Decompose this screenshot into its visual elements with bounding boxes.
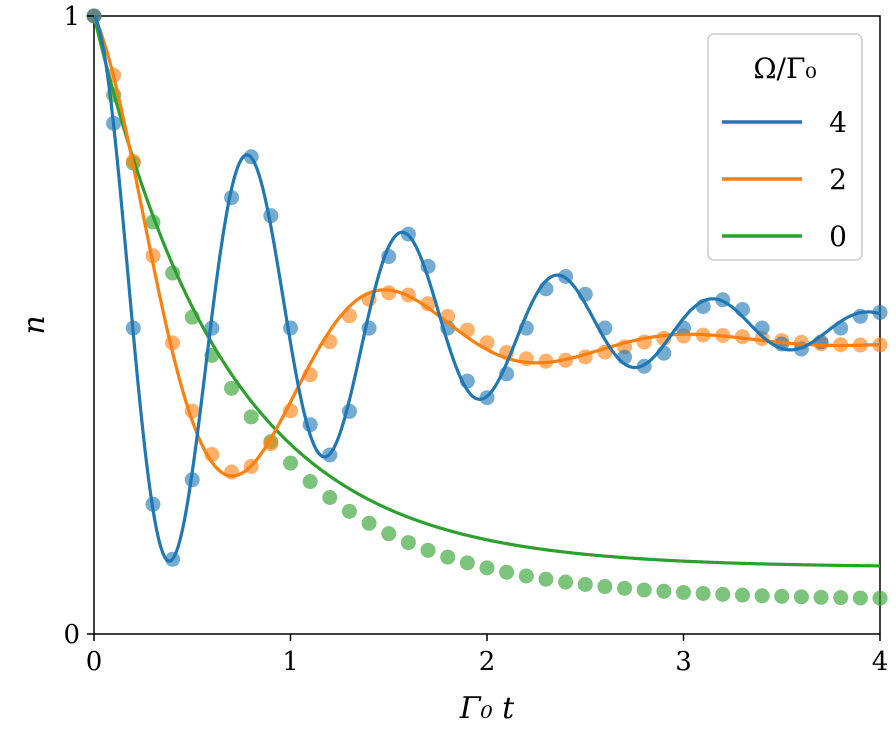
series-2-point: [420, 296, 436, 312]
series-2-line: [92, 15, 881, 478]
y-axis-label: n: [17, 315, 52, 334]
series-0-point: [734, 587, 750, 603]
series-0-line: [92, 15, 881, 568]
legend-label-0: 0: [829, 220, 847, 253]
series-0-point: [833, 590, 849, 606]
series-0-point: [617, 580, 633, 596]
series-0-point: [341, 503, 357, 519]
series-0-point: [715, 586, 731, 602]
series-0-point: [538, 571, 554, 587]
series-0-point: [813, 589, 829, 605]
series-0-point: [283, 455, 298, 471]
series-0-point: [479, 560, 495, 576]
legend: Ω/Γ₀ 4 2 0: [707, 33, 863, 261]
series-0-point: [400, 535, 416, 551]
series-0-point: [754, 588, 770, 604]
series-0-point: [459, 555, 475, 571]
series-0-point: [636, 582, 652, 598]
line-layer: [92, 15, 881, 568]
plot-area: [86, 8, 888, 635]
x-axis-ticks: 0 1 2 3 4: [86, 634, 889, 677]
legend-title: Ω/Γ₀: [753, 52, 816, 85]
series-0-point: [322, 490, 338, 505]
series-0-point: [695, 585, 711, 601]
series-0-point: [224, 380, 240, 396]
series-0-point: [361, 515, 377, 531]
series-0-point: [499, 564, 515, 580]
series-0-point: [243, 409, 259, 425]
series-0-point: [774, 588, 790, 604]
y-tick-label: 0: [63, 620, 80, 650]
series-0-point: [558, 574, 574, 590]
series-2-point: [381, 285, 397, 301]
x-tick-label: 0: [86, 647, 103, 677]
series-0-point: [852, 590, 868, 606]
series-0-point: [597, 579, 613, 595]
legend-label-4: 4: [829, 106, 847, 139]
x-tick-label: 3: [675, 647, 692, 677]
y-axis-ticks: 01: [63, 2, 94, 650]
x-axis-label: Γ₀ t: [459, 691, 515, 726]
legend-box: [707, 33, 863, 261]
y-tick-label: 1: [63, 2, 80, 32]
series-0-point: [872, 590, 888, 606]
series-0-point: [440, 549, 456, 565]
series-0-point: [518, 568, 534, 584]
x-tick-label: 1: [282, 647, 299, 677]
series-0-point: [302, 474, 318, 490]
legend-label-2: 2: [829, 163, 847, 196]
legend-entries: 4 2 0: [722, 106, 847, 253]
series-0-point: [656, 583, 672, 599]
series-4-line: [92, 15, 881, 563]
series-0-point: [420, 542, 436, 558]
series-0-point: [577, 576, 593, 592]
series-0-point: [676, 584, 691, 600]
x-tick-label: 4: [872, 647, 889, 677]
x-tick-label: 2: [479, 647, 496, 677]
series-0-point: [793, 589, 809, 605]
series-0-point: [381, 526, 397, 542]
